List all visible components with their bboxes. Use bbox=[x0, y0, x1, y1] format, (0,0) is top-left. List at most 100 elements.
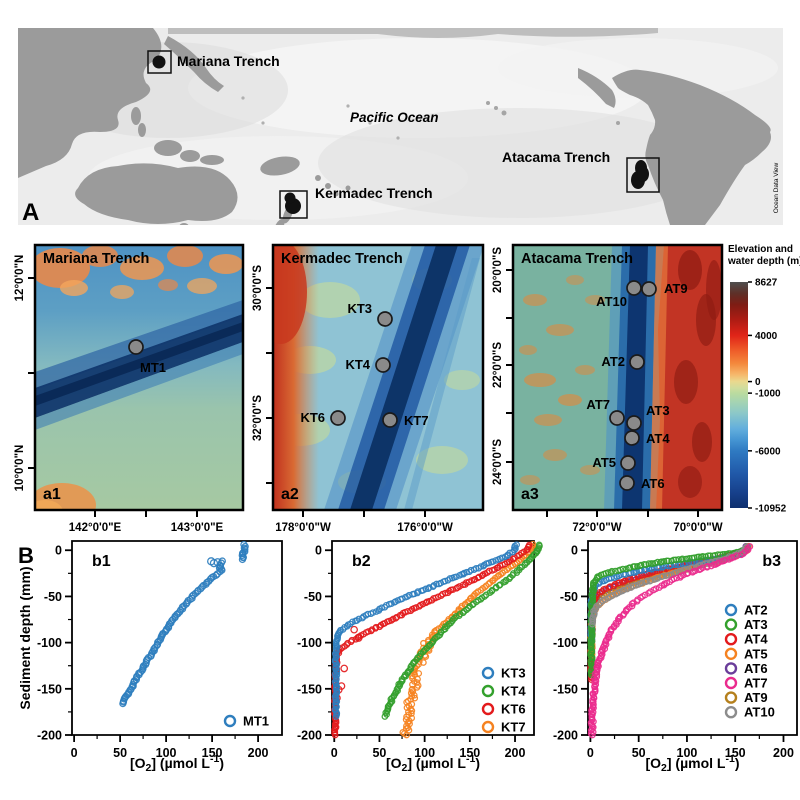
legend-label-KT3: KT3 bbox=[501, 666, 526, 681]
station-marker-AT5 bbox=[620, 455, 636, 471]
station-marker-AT9 bbox=[641, 281, 657, 297]
legend-marker-AT3 bbox=[724, 618, 738, 631]
map-a2-art bbox=[273, 245, 483, 510]
data-point bbox=[119, 699, 127, 708]
data-point bbox=[640, 560, 648, 568]
land-philippines bbox=[138, 123, 146, 137]
x-tick-label: 0 bbox=[587, 746, 594, 760]
x-tick-label: 0 bbox=[71, 746, 78, 760]
station-marker-AT7 bbox=[609, 410, 625, 426]
y-tick-label: -100 bbox=[37, 636, 62, 650]
data-point bbox=[514, 552, 521, 560]
ocean-texture bbox=[498, 38, 778, 98]
legend-marker-AT4 bbox=[724, 633, 738, 646]
panel-label-a3: a3 bbox=[521, 486, 539, 503]
station-marker-KT4 bbox=[375, 357, 391, 373]
legend-marker-KT6 bbox=[481, 702, 495, 716]
legend-marker-AT5 bbox=[724, 647, 738, 660]
series-AT7 bbox=[587, 543, 754, 739]
legend-label-AT10: AT10 bbox=[744, 705, 775, 720]
data-point bbox=[433, 633, 440, 641]
data-point bbox=[737, 551, 745, 559]
y-tick-label: -200 bbox=[297, 729, 322, 743]
data-point bbox=[331, 731, 339, 739]
station-label-AT5: AT5 bbox=[592, 455, 616, 470]
x-tick-label: 150 bbox=[725, 746, 746, 760]
data-point bbox=[688, 554, 696, 562]
colorbar bbox=[730, 282, 748, 508]
map-frame-a1 bbox=[33, 243, 245, 512]
maps-overlay: 142°0'0"E 143°0'0"E 12°0'0"N 10°0'0"N Marian… bbox=[14, 243, 800, 534]
x-tick-label: 100 bbox=[156, 746, 177, 760]
map-title-a3: Atacama Trench bbox=[521, 251, 633, 267]
chart-panel-b3: 0 50 100 150 200 0 -50 -100 -150 -200 AT2AT3AT4AT5… bbox=[553, 540, 798, 774]
map-a1-art bbox=[35, 245, 243, 510]
x-tick-label: 50 bbox=[372, 746, 386, 760]
data-point bbox=[403, 731, 410, 739]
data-point-outlier bbox=[209, 559, 219, 568]
map-xtick-label: 142°0'0"E bbox=[69, 522, 122, 534]
colorbar-tick-label: 4000 bbox=[755, 331, 778, 342]
map-ytick-label: 10°0'0"N bbox=[14, 445, 26, 492]
land-asia bbox=[18, 28, 162, 178]
data-point bbox=[402, 716, 410, 723]
ocean-data-view-credit: Ocean Data View bbox=[773, 162, 780, 213]
y-tick-label: -150 bbox=[297, 682, 322, 696]
data-point bbox=[587, 730, 595, 737]
colorbar-tick-label: 8627 bbox=[755, 278, 778, 289]
map-frame-a3 bbox=[511, 243, 724, 512]
panel-label-b1: b1 bbox=[92, 553, 111, 570]
data-point bbox=[599, 647, 606, 655]
y-tick-label: -50 bbox=[304, 590, 322, 604]
panel-a-art bbox=[18, 28, 783, 225]
data-point bbox=[683, 570, 691, 578]
land-central-america bbox=[578, 68, 616, 108]
chart-panel-b2: 0 50 100 150 200 0 -50 -100 -150 -200 KT3 KT4 KT6 KT7… bbox=[297, 540, 543, 774]
legend-label-AT6: AT6 bbox=[744, 661, 768, 676]
station-label-KT7: KT7 bbox=[404, 413, 429, 428]
land-islands bbox=[345, 185, 351, 191]
y-tick-label: 0 bbox=[55, 544, 62, 558]
land-islands bbox=[333, 191, 339, 197]
colorbar-title: Elevation and bbox=[728, 244, 793, 255]
panel-a-letter: A bbox=[22, 199, 39, 225]
land-indonesia bbox=[154, 140, 182, 156]
data-point bbox=[238, 555, 247, 564]
y-axis-title: Sediment depth (mm) bbox=[17, 566, 33, 709]
station-label-AT10: AT10 bbox=[596, 294, 627, 309]
station-marker-AT2 bbox=[629, 354, 645, 370]
series-MT1 bbox=[119, 540, 249, 708]
map-frame-a2 bbox=[271, 243, 485, 512]
x-tick-label: 100 bbox=[414, 746, 435, 760]
data-point bbox=[679, 555, 686, 563]
kermadec-marker-group bbox=[279, 190, 308, 219]
data-point bbox=[411, 694, 419, 702]
y-tick-label: 0 bbox=[571, 544, 578, 558]
data-point bbox=[616, 614, 623, 622]
map-ytick-label: 20°0'0"S bbox=[492, 247, 504, 293]
data-point bbox=[633, 597, 641, 605]
x-tick-label: 150 bbox=[459, 746, 480, 760]
station-marker-AT3 bbox=[626, 415, 642, 431]
legend-marker-KT7 bbox=[481, 720, 495, 734]
colorbar-title: water depth (m) bbox=[727, 256, 800, 267]
panel-b-letter: B bbox=[18, 543, 34, 568]
atacama-marker-blob bbox=[637, 166, 649, 182]
data-point bbox=[645, 589, 652, 597]
series-KT3 bbox=[331, 541, 520, 720]
station-marker-AT4 bbox=[624, 430, 640, 446]
map-title-a2: Kermadec Trench bbox=[281, 251, 403, 267]
data-point bbox=[218, 566, 226, 574]
y-tick-label: -200 bbox=[37, 729, 62, 743]
bathymetry-maps-row: 142°0'0"E 143°0'0"E 12°0'0"N 10°0'0"N Marian… bbox=[14, 243, 800, 534]
seafloor-speckle bbox=[241, 96, 245, 100]
data-point-outlier bbox=[350, 625, 358, 634]
legend-marker-KT3 bbox=[481, 666, 495, 680]
map-ytick-label: 24°0'0"S bbox=[492, 439, 504, 485]
legend-label-AT9: AT9 bbox=[744, 690, 768, 705]
legend-label-KT4: KT4 bbox=[501, 684, 526, 699]
station-label-AT3: AT3 bbox=[646, 403, 670, 418]
legend-label-AT7: AT7 bbox=[744, 676, 768, 691]
station-label-AT6: AT6 bbox=[641, 476, 665, 491]
station-label-AT7: AT7 bbox=[586, 397, 610, 412]
